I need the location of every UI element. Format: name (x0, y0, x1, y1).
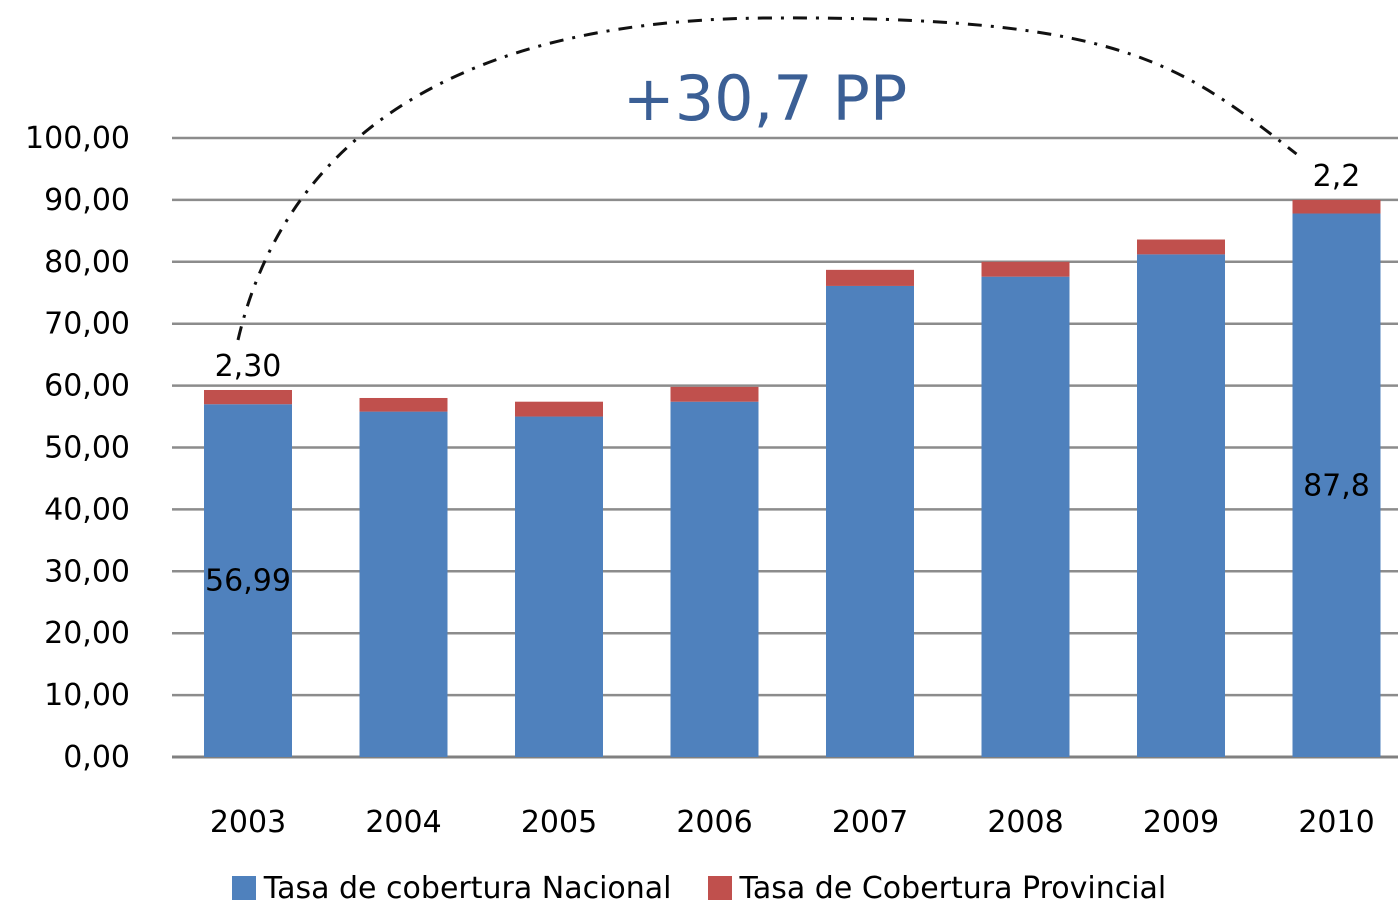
bar-provincial (826, 269, 914, 286)
bar-provincial (204, 389, 292, 405)
legend-swatch-provincial (707, 876, 732, 900)
bar-provincial (1292, 199, 1381, 214)
x-tick-label: 2006 (676, 805, 752, 840)
bar-provincial (670, 386, 759, 402)
data-label-nacional: 56,99 (205, 564, 291, 599)
bar-provincial (981, 261, 1070, 277)
bar-nacional (1292, 213, 1381, 757)
bar-nacional (515, 416, 603, 757)
bar-nacional (204, 404, 292, 757)
y-tick-label: 20,00 (44, 616, 130, 651)
bar-provincial (1137, 239, 1225, 255)
annotation-layer: +30,7 PP (236, 16, 1298, 341)
x-tick-label: 2003 (210, 805, 286, 840)
y-tick-label: 0,00 (63, 740, 130, 775)
legend-swatch-nacional (231, 876, 256, 900)
bar-nacional (670, 401, 759, 757)
y-tick-label: 30,00 (44, 554, 130, 589)
y-tick-label: 50,00 (44, 431, 130, 466)
bar-layer (204, 199, 1381, 757)
bar-provincial (359, 397, 448, 412)
x-tick-label: 2010 (1298, 805, 1374, 840)
x-tick-label: 2005 (521, 805, 597, 840)
x-tick-label: 2008 (987, 805, 1063, 840)
bar-nacional (981, 276, 1070, 757)
label-layer: 56,99 2,30 87,8 2,2 (205, 159, 1370, 599)
x-tick-label: 2007 (832, 805, 908, 840)
bar-nacional (1137, 254, 1225, 757)
data-label-nacional: 87,8 (1303, 468, 1370, 503)
legend-label-provincial: Tasa de Cobertura Provincial (739, 870, 1167, 906)
y-tick-label: 90,00 (44, 183, 130, 218)
y-tick-label: 100,00 (25, 121, 130, 156)
legend: Tasa de cobertura Nacional Tasa de Cober… (0, 868, 1398, 908)
data-label-provincial: 2,2 (1313, 159, 1361, 194)
y-tick-label: 60,00 (44, 369, 130, 404)
bar-nacional (826, 285, 914, 757)
legend-item-nacional: Tasa de cobertura Nacional (231, 870, 672, 906)
bar-provincial (515, 401, 603, 417)
y-tick-label: 40,00 (44, 492, 130, 527)
y-tick-label: 70,00 (44, 307, 130, 342)
y-tick-label: 10,00 (44, 678, 130, 713)
x-tick-label: 2009 (1143, 805, 1219, 840)
legend-label-nacional: Tasa de cobertura Nacional (263, 870, 672, 906)
bar-nacional (359, 411, 448, 757)
data-label-provincial: 2,30 (215, 349, 282, 384)
annotation-arc (236, 16, 1298, 341)
legend-item-provincial: Tasa de Cobertura Provincial (707, 870, 1167, 906)
x-tick-label: 2004 (365, 805, 441, 840)
annotation-label: +30,7 PP (623, 62, 907, 135)
tick-layer: 0,00 10,00 20,00 30,00 40,00 50,00 60,00 70,00 8… (25, 121, 1375, 840)
y-tick-label: 80,00 (44, 245, 130, 280)
